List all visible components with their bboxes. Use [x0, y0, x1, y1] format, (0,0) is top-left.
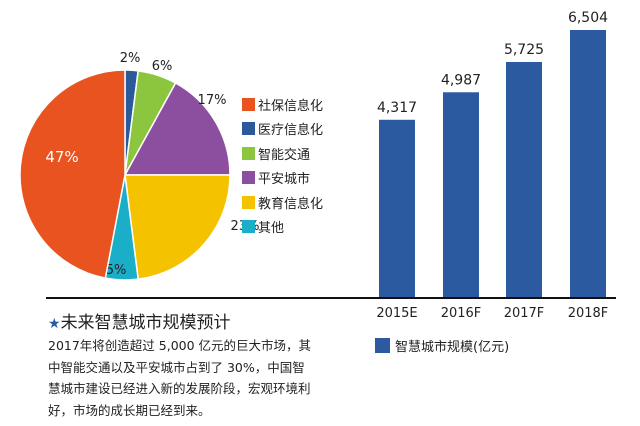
pie-value-label: 2%	[120, 51, 141, 66]
legend-item: 平安城市	[242, 166, 323, 191]
legend-item: 教育信息化	[242, 190, 323, 215]
legend-swatch	[242, 122, 255, 136]
bar-value-label: 5,725	[504, 42, 544, 58]
pie-value-label: 47%	[45, 148, 78, 166]
pie-legend: 社保信息化 医疗信息化 智能交通 平安城市 教育信息化 其他	[242, 92, 323, 239]
bar	[570, 30, 606, 297]
bar-value-label: 6,504	[568, 10, 608, 26]
bar	[379, 119, 415, 297]
legend-label: 社保信息化	[258, 98, 324, 114]
legend-label: 其他	[258, 221, 285, 237]
bar-legend: 智慧城市规模(亿元)	[375, 336, 509, 355]
bar	[506, 61, 542, 297]
legend-swatch	[375, 338, 390, 353]
legend-swatch	[242, 220, 255, 234]
legend-item: 其他	[242, 215, 323, 240]
pie-slice	[19, 69, 126, 280]
legend-label: 教育信息化	[258, 196, 324, 212]
pie-value-label: 17%	[198, 93, 227, 108]
pie-slice	[124, 174, 231, 281]
caption-title: ★未来智慧城市规模预计	[48, 308, 231, 333]
legend-item: 医疗信息化	[242, 117, 323, 142]
pie-slice	[123, 81, 231, 176]
legend-item: 社保信息化	[242, 92, 323, 117]
x-tick-label: 2017F	[504, 306, 545, 321]
pie-chart: 2%6%17%23%5%47%	[19, 51, 259, 281]
legend-label: 平安城市	[258, 172, 311, 188]
caption-body: 2017年将创造超过 5,000 亿元的巨大市场，其中智能交通以及平安城市占到了…	[48, 338, 312, 418]
x-tick-label: 2018F	[568, 306, 609, 321]
star-icon: ★	[48, 316, 61, 332]
legend-swatch	[242, 171, 255, 185]
legend-label: 智慧城市规模(亿元)	[395, 340, 510, 355]
legend-swatch	[242, 97, 255, 111]
pie-value-label: 6%	[152, 59, 173, 74]
caption-title-text: 未来智慧城市规模预计	[60, 313, 231, 333]
pie-value-label: 5%	[106, 263, 127, 278]
legend-label: 智能交通	[258, 147, 311, 163]
bar-chart: 4,317 2015E 4,987 2016F 5,725 2017F 6,504 2018F	[376, 10, 608, 321]
x-tick-label: 2016F	[441, 306, 482, 321]
x-tick-label: 2015E	[376, 306, 417, 321]
legend-swatch	[242, 146, 255, 160]
bar	[443, 92, 479, 298]
legend-label: 医疗信息化	[258, 123, 324, 139]
legend-swatch	[242, 195, 255, 209]
bar-value-label: 4,317	[377, 100, 417, 116]
legend-item: 智能交通	[242, 141, 323, 166]
bar-value-label: 4,987	[441, 72, 481, 88]
